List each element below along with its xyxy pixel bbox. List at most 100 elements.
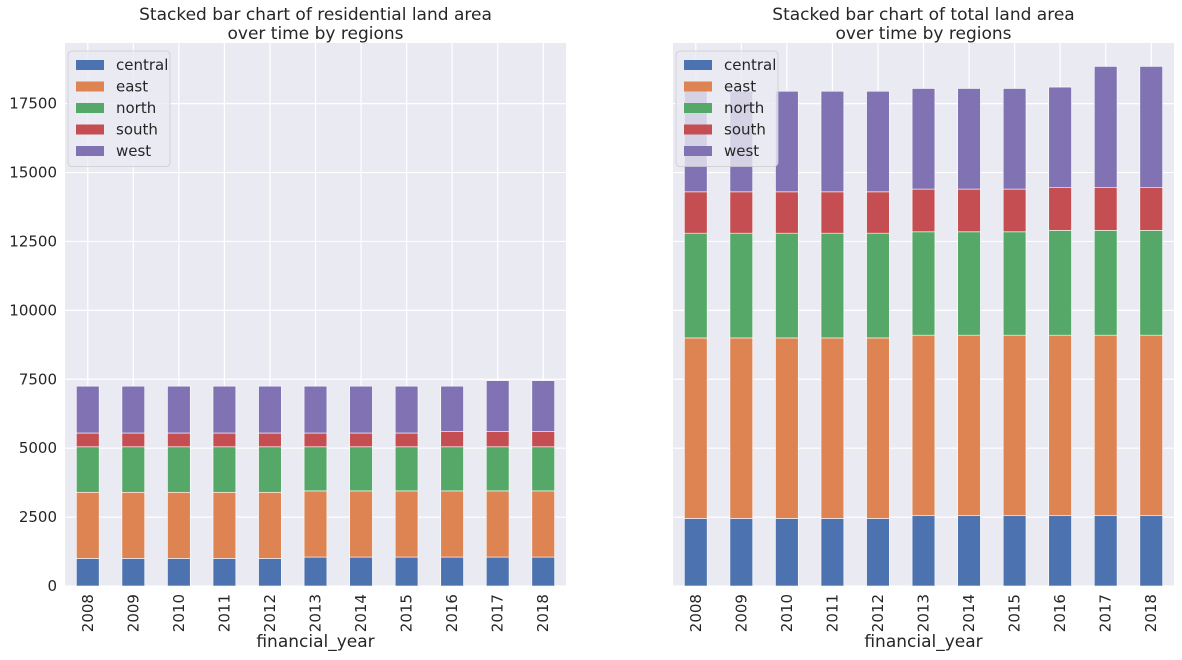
bar-east-2008 (684, 337, 708, 519)
bar-east-2016 (440, 490, 464, 558)
bar-east-2011 (212, 491, 237, 559)
bar-east-2009 (729, 337, 754, 519)
bar-south-2016 (440, 431, 464, 448)
x-tick-label: 2018 (1142, 594, 1160, 632)
bar-central-2012 (866, 518, 890, 587)
bar-central-2018 (531, 556, 555, 587)
bar-north-2010 (167, 446, 191, 493)
x-tick-label: 2011 (215, 594, 233, 632)
bar-east-2008 (76, 491, 100, 559)
bar-central-2010 (775, 518, 799, 587)
bar-central-2008 (684, 518, 708, 587)
bar-north-2018 (1139, 230, 1163, 336)
y-tick-label: 2500 (19, 508, 57, 526)
bar-north-2013 (303, 446, 328, 492)
x-tick-label: 2010 (778, 594, 796, 632)
bar-south-2010 (167, 432, 191, 448)
bar-west-2015 (1002, 88, 1027, 190)
chart-title-line: Stacked bar chart of total land area (772, 5, 1074, 25)
legend-swatch-south (684, 124, 712, 135)
bar-west-2016 (440, 385, 464, 432)
bar-west-2011 (820, 90, 845, 193)
y-tick-label: 10000 (9, 301, 57, 319)
legend-swatch-central (684, 60, 712, 70)
bar-north-2012 (258, 446, 282, 493)
chart-title-line: over time by regions (227, 24, 403, 44)
bar-east-2015 (394, 490, 419, 558)
bar-west-2008 (76, 385, 100, 434)
x-tick-label: 2012 (261, 594, 279, 632)
x-tick-label: 2010 (170, 594, 188, 632)
bar-north-2018 (531, 446, 555, 492)
y-tick-label: 0 (47, 577, 57, 595)
bar-west-2009 (121, 385, 146, 434)
bar-west-2013 (911, 88, 936, 190)
bar-west-2017 (1093, 66, 1118, 189)
bar-south-2014 (957, 188, 981, 233)
bar-east-2013 (303, 490, 328, 558)
bar-north-2016 (440, 446, 464, 492)
bar-west-2014 (957, 88, 981, 190)
bar-south-2011 (820, 191, 845, 234)
bar-central-2010 (167, 558, 191, 587)
bar-north-2011 (820, 232, 845, 339)
bar-east-2014 (957, 334, 981, 517)
legend-label-west: west (116, 142, 151, 160)
bar-north-2009 (729, 232, 754, 339)
legend-label-central: central (116, 56, 168, 74)
bar-east-2016 (1048, 334, 1072, 517)
bar-central-2015 (394, 556, 419, 587)
bar-west-2016 (1048, 86, 1072, 189)
legend-label-north: north (116, 99, 156, 117)
bar-central-2014 (349, 556, 373, 587)
bar-south-2012 (866, 191, 890, 234)
bar-south-2008 (76, 432, 100, 448)
bar-west-2018 (531, 380, 555, 432)
legend-label-east: east (724, 78, 756, 96)
legend-label-north: north (724, 99, 764, 117)
x-tick-label: 2018 (534, 594, 552, 632)
x-tick-label: 2012 (869, 594, 887, 632)
bar-south-2014 (349, 432, 373, 448)
bar-north-2017 (485, 446, 510, 492)
x-tick-label: 2017 (489, 594, 507, 632)
bar-central-2009 (729, 518, 754, 587)
bar-east-2014 (349, 490, 373, 558)
bar-south-2017 (1093, 187, 1118, 231)
bar-west-2015 (394, 385, 419, 434)
bar-central-2011 (212, 558, 237, 587)
x-tick-label: 2009 (124, 594, 142, 632)
bar-central-2011 (820, 518, 845, 587)
x-tick-label: 2016 (443, 594, 461, 632)
bar-east-2011 (820, 337, 845, 519)
legend-label-west: west (724, 142, 759, 160)
bar-east-2017 (1093, 334, 1118, 517)
y-tick-label: 7500 (19, 370, 57, 388)
bar-east-2010 (775, 337, 799, 519)
bar-east-2012 (866, 337, 890, 519)
bar-north-2013 (911, 231, 936, 336)
bar-north-2014 (957, 231, 981, 336)
bar-south-2015 (1002, 188, 1027, 233)
legend-swatch-west (76, 146, 104, 156)
legend-box (67, 50, 171, 167)
bar-south-2009 (729, 191, 754, 234)
bar-east-2012 (258, 491, 282, 559)
chart-title-line: over time by regions (835, 24, 1011, 44)
bar-west-2012 (866, 90, 890, 193)
bar-central-2014 (957, 515, 981, 587)
bar-west-2014 (349, 385, 373, 434)
bar-south-2018 (1139, 187, 1163, 231)
bar-north-2015 (1002, 231, 1027, 336)
bar-east-2010 (167, 491, 191, 559)
y-tick-label: 5000 (19, 439, 57, 457)
bar-central-2016 (1048, 515, 1072, 587)
bar-north-2008 (76, 446, 100, 493)
bar-west-2011 (212, 385, 237, 434)
bar-north-2010 (775, 232, 799, 339)
bar-east-2018 (531, 490, 555, 558)
legend-swatch-east (76, 81, 104, 92)
bar-east-2018 (1139, 334, 1163, 517)
legend: central east north south west (67, 50, 171, 167)
